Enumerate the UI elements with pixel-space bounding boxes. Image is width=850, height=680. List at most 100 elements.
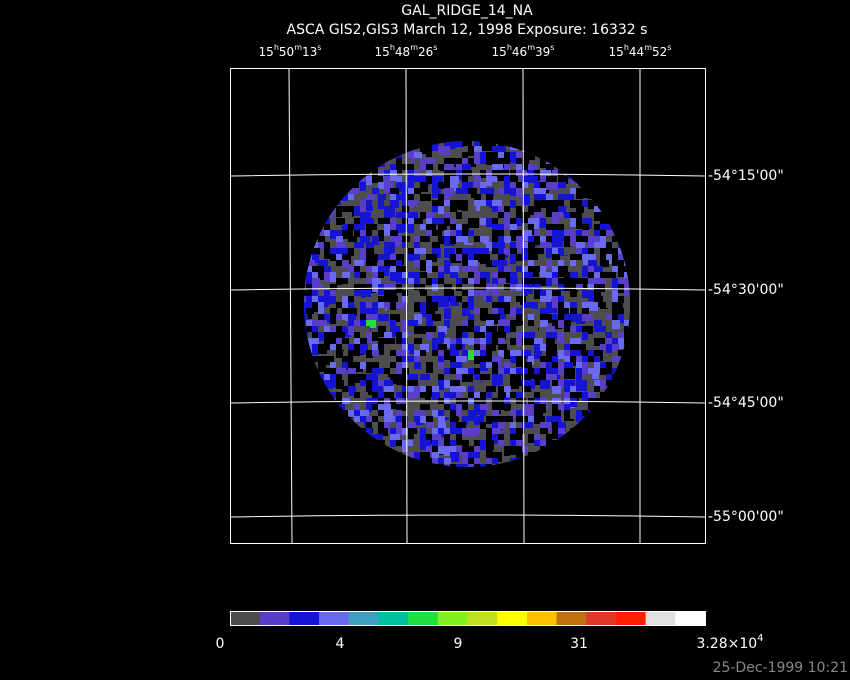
pixel xyxy=(414,416,423,425)
pixel xyxy=(396,398,404,406)
pixel xyxy=(558,380,568,388)
pixel xyxy=(564,344,572,350)
pixel xyxy=(408,446,418,456)
pixel xyxy=(540,320,548,327)
pixel xyxy=(558,332,564,343)
pixel xyxy=(594,320,602,331)
pixel xyxy=(408,272,416,279)
pixel xyxy=(366,278,375,288)
pixel xyxy=(372,386,383,397)
pixel xyxy=(456,368,466,376)
pixel xyxy=(546,290,554,299)
pixel xyxy=(438,182,446,189)
pixel xyxy=(360,338,367,344)
pixel xyxy=(330,284,337,290)
pixel xyxy=(456,386,466,397)
pixel xyxy=(462,278,470,285)
pixel xyxy=(354,392,360,403)
pixel xyxy=(606,278,616,288)
pixel xyxy=(510,326,516,332)
pixel xyxy=(432,230,442,239)
pixel xyxy=(366,374,377,384)
pixel xyxy=(468,236,475,243)
pixel xyxy=(612,260,619,267)
pixel xyxy=(456,398,463,406)
pixel xyxy=(414,362,421,369)
pixel xyxy=(384,404,391,415)
pixel xyxy=(324,332,330,338)
pixel xyxy=(474,344,483,355)
pixel xyxy=(498,320,508,327)
pixel xyxy=(498,404,505,410)
pixel xyxy=(594,272,605,278)
pixel xyxy=(462,141,472,146)
pixel xyxy=(462,410,473,420)
pixel xyxy=(618,278,626,285)
pixel xyxy=(510,350,521,361)
pixel xyxy=(450,200,457,206)
pixel xyxy=(408,278,414,284)
pixel xyxy=(522,254,530,261)
pixel xyxy=(390,374,400,384)
pixel xyxy=(510,398,519,408)
pixel xyxy=(414,386,421,393)
pixel xyxy=(540,440,550,447)
pixel xyxy=(564,278,571,287)
pixel xyxy=(486,434,492,445)
pixel xyxy=(498,242,505,250)
pixel xyxy=(570,254,579,263)
pixel xyxy=(516,452,523,462)
pixel xyxy=(432,170,440,176)
pixel xyxy=(324,296,330,305)
pixel xyxy=(456,248,462,256)
pixel xyxy=(408,248,418,255)
pixel xyxy=(558,176,568,184)
pixel xyxy=(498,326,508,333)
pixel xyxy=(528,320,539,331)
pixel xyxy=(408,182,417,193)
pixel xyxy=(504,446,510,456)
ra-unit: h xyxy=(274,43,279,52)
pixel xyxy=(336,332,345,343)
pixel xyxy=(522,212,530,223)
pixel xyxy=(426,164,433,173)
pixel xyxy=(444,230,451,239)
pixel xyxy=(414,164,422,172)
pixel xyxy=(318,356,327,363)
pixel xyxy=(534,278,542,286)
pixel xyxy=(348,266,359,272)
pixel xyxy=(492,248,500,254)
pixel xyxy=(318,296,328,307)
pixel xyxy=(342,224,353,231)
pixel xyxy=(354,248,363,259)
pixel xyxy=(534,368,543,376)
pixel xyxy=(546,260,552,269)
ra-value: 48 xyxy=(395,45,410,59)
pixel xyxy=(504,272,511,283)
pixel xyxy=(540,308,549,314)
colorbar-swatch xyxy=(408,611,439,625)
pixel xyxy=(510,230,521,241)
pixel xyxy=(360,380,369,386)
pixel xyxy=(378,422,384,433)
pixel xyxy=(600,302,608,309)
pixel xyxy=(456,170,467,180)
pixel xyxy=(474,152,480,158)
pixel xyxy=(546,434,552,443)
pixel xyxy=(456,254,462,261)
pixel xyxy=(438,356,444,362)
pixel xyxy=(582,188,589,198)
pixel xyxy=(438,398,444,409)
colorbar-label: 0 xyxy=(216,636,225,652)
pixel xyxy=(612,254,623,263)
pixel xyxy=(498,398,504,408)
pixel xyxy=(456,434,462,445)
pixel xyxy=(492,242,501,249)
pixel xyxy=(348,410,358,417)
pixel xyxy=(528,428,534,438)
pixel xyxy=(468,260,478,269)
pixel xyxy=(576,200,584,208)
pixel xyxy=(420,440,431,450)
pixel xyxy=(342,386,348,395)
pixel xyxy=(522,434,531,442)
